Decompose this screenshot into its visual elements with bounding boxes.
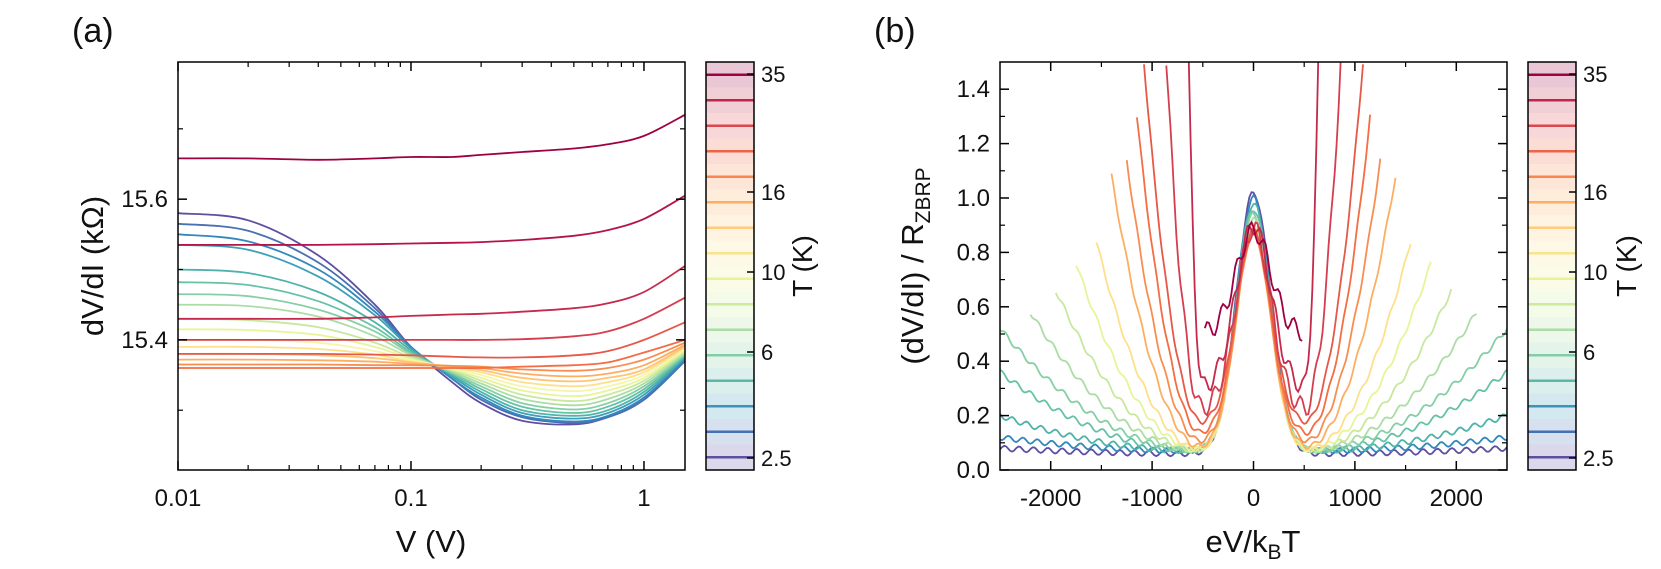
- series-line-a-9: [178, 328, 685, 398]
- series-line-a-20: [178, 113, 685, 161]
- colorbar-a: 35 16 10 6 2.5: [705, 61, 792, 471]
- series-line-a-19: [178, 194, 685, 246]
- colorbar-label-b: T (K): [1611, 235, 1642, 297]
- series-line-b-5: [1029, 216, 1478, 454]
- series-line-a-7: [178, 303, 685, 407]
- series-line-b-3: [1000, 210, 1507, 454]
- series-line-b-8: [1095, 231, 1412, 453]
- series-line-a-5: [178, 281, 685, 414]
- series-line-a-14: [178, 341, 685, 372]
- colorbar-tick-label: 6: [761, 340, 773, 365]
- series-line-a-1: [178, 222, 685, 424]
- x-tick-label-b: -2000: [1020, 485, 1081, 512]
- colorbar-b: 35 16 10 6 2.5: [1527, 61, 1614, 471]
- panel-a-ticks: 0.01 0.1 1 15.4 15.6: [121, 62, 685, 512]
- panel-label-b: (b): [874, 12, 916, 50]
- series-line-b-7: [1075, 224, 1432, 453]
- y-tick-label-b: 1.2: [957, 131, 990, 158]
- x-tick-label-b: 0: [1247, 485, 1260, 512]
- y-tick-label-b: 0.2: [957, 403, 990, 430]
- colorbar-tick-label: 2.5: [1583, 446, 1614, 471]
- series-line-b-6: [1054, 221, 1453, 453]
- colorbar-tick-label: 10: [1583, 260, 1607, 285]
- colorbar-tick-label: 16: [761, 180, 785, 205]
- y-tick-label-b: 0.6: [957, 294, 990, 321]
- colorbar-tick-label: 35: [761, 62, 785, 87]
- x-tick-label-b: 2000: [1430, 485, 1483, 512]
- y-tick-label-b: 1.0: [957, 185, 990, 212]
- x-tick-label-a: 0.01: [155, 485, 202, 512]
- colorbar-frame: [705, 61, 755, 471]
- x-tick-label-b: 1000: [1328, 485, 1381, 512]
- x-axis-label-a: V (V): [396, 524, 467, 559]
- colorbar-tick-label: 6: [1583, 340, 1595, 365]
- series-line-b-2: [1000, 202, 1507, 455]
- panel-a: (a) 0.01 0.1 1 15.4 15.6 V (V) dV/dI (kΩ) 35…: [72, 12, 818, 559]
- series-line-a-3: [178, 244, 685, 420]
- series-line-b-4: [1000, 212, 1507, 454]
- series-line-a-4: [178, 268, 685, 417]
- series-line-a-8: [178, 317, 685, 403]
- y-tick-label-b: 0.0: [957, 457, 990, 484]
- plot-frame-a: [177, 61, 686, 471]
- series-line-b-14: [1187, 62, 1320, 394]
- colorbar-tick-label: 10: [761, 260, 785, 285]
- series-line-a-10: [178, 338, 685, 393]
- series-line-a-17: [178, 296, 685, 341]
- series-line-a-2: [178, 233, 685, 423]
- y-axis-label-a: dV/dI (kΩ): [75, 196, 110, 336]
- series-line-a-13: [178, 343, 685, 378]
- colorbar-tick-label: 2.5: [761, 446, 792, 471]
- colorbar-label-a: T (K): [787, 235, 818, 297]
- y-tick-label-b: 0.8: [957, 239, 990, 266]
- colorbar-tick-label: 35: [1583, 62, 1607, 87]
- panel-b-series: [1000, 62, 1507, 458]
- series-line-a-6: [178, 293, 685, 411]
- x-axis-label-b: eV/kBT: [1206, 524, 1301, 564]
- x-tick-label-a: 0.1: [394, 485, 427, 512]
- series-line-a-18: [178, 265, 685, 320]
- panel-b-ticks: -2000 -1000 0 1000 2000 0.0 0.2 0.4 0.6 0.8 1.0 1.2…: [957, 62, 1507, 512]
- y-axis-label-b: (dV/dI) / RZBRP: [895, 167, 935, 364]
- series-line-a-11: [178, 345, 685, 388]
- panel-b: (b) -2000 -1000 0 1000 2000 0.0 0.2 0.4 0.6 0.8 1.…: [874, 12, 1642, 564]
- panel-a-series: [178, 113, 685, 426]
- series-line-b-1: [1000, 193, 1507, 455]
- y-tick-label-a: 15.6: [121, 186, 168, 213]
- colorbar-frame: [1527, 61, 1577, 471]
- y-tick-label-b: 0.4: [957, 348, 990, 375]
- x-tick-label-a: 1: [637, 485, 650, 512]
- y-tick-label-a: 15.4: [121, 327, 168, 354]
- colorbar-tick-label: 16: [1583, 180, 1607, 205]
- series-line-a-15: [178, 339, 685, 369]
- panel-label-a: (a): [72, 12, 114, 50]
- series-line-b-15: [1203, 220, 1303, 342]
- y-tick-label-b: 1.4: [957, 76, 990, 103]
- series-line-a-16: [178, 321, 685, 359]
- x-tick-label-b: -1000: [1121, 485, 1182, 512]
- series-line-b-0: [1000, 191, 1507, 458]
